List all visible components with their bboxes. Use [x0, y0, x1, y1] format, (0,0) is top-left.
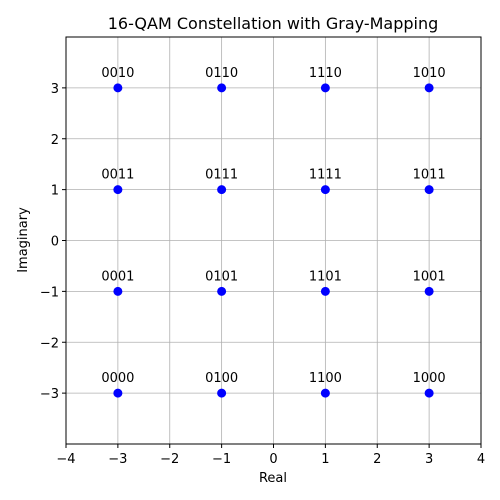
y-tick-label: 1 — [51, 184, 59, 199]
point-bit-label: 0000 — [101, 371, 134, 386]
x-tick-label: 0 — [269, 452, 277, 467]
x-tick-label: 3 — [425, 452, 433, 467]
constellation-point — [113, 185, 123, 195]
point-bit-label: 1100 — [309, 371, 342, 386]
constellation-point — [424, 83, 434, 93]
data-points: 0010 0110 1110 1010 0011 0111 1111 1011 0001 0101… — [101, 66, 446, 398]
constellation-point — [113, 388, 123, 398]
point-bit-label: 0111 — [205, 168, 238, 183]
point-bit-label: 0110 — [205, 66, 238, 81]
point-bit-label: 1111 — [309, 168, 342, 183]
chart-title: 16-QAM Constellation with Gray-Mapping — [108, 14, 439, 33]
constellation-point — [113, 83, 123, 93]
point-bit-label: 0011 — [101, 168, 134, 183]
point-bit-label: 1000 — [413, 371, 446, 386]
constellation-point — [217, 388, 227, 398]
constellation-point — [320, 185, 330, 195]
y-tick-label: 0 — [51, 235, 59, 250]
x-axis-label: Real — [259, 471, 287, 486]
point-bit-label: 0001 — [101, 269, 134, 284]
axis-ticks: −4 −3 −2 −1 0 1 2 3 4 −3 −2 −1 0 1 2 3 — [40, 82, 485, 467]
y-tick-label: 3 — [51, 82, 59, 97]
constellation-point — [320, 83, 330, 93]
x-tick-label: −1 — [212, 452, 231, 467]
point-bit-label: 0100 — [205, 371, 238, 386]
y-tick-label: −2 — [40, 336, 59, 351]
y-tick-label: 2 — [51, 133, 59, 148]
x-tick-label: −4 — [56, 452, 75, 467]
y-tick-label: −1 — [40, 285, 59, 300]
constellation-point — [424, 388, 434, 398]
point-bit-label: 1101 — [309, 269, 342, 284]
point-bit-label: 0101 — [205, 269, 238, 284]
constellation-point — [320, 388, 330, 398]
constellation-point — [217, 185, 227, 195]
constellation-point — [424, 286, 434, 296]
point-bit-label: 1001 — [413, 269, 446, 284]
x-tick-label: 1 — [321, 452, 329, 467]
y-tick-label: −3 — [40, 387, 59, 402]
point-bit-label: 1110 — [309, 66, 342, 81]
point-bit-label: 0010 — [101, 66, 134, 81]
point-bit-label: 1010 — [413, 66, 446, 81]
point-bit-label: 1011 — [413, 168, 446, 183]
x-tick-label: −3 — [108, 452, 127, 467]
x-tick-label: 4 — [477, 452, 485, 467]
constellation-point — [320, 286, 330, 296]
y-axis-label: Imaginary — [16, 207, 31, 273]
plot-frame — [65, 36, 482, 445]
constellation-point — [113, 286, 123, 296]
constellation-point — [217, 286, 227, 296]
constellation-point — [217, 83, 227, 93]
constellation-point — [424, 185, 434, 195]
x-tick-label: −2 — [160, 452, 179, 467]
x-tick-label: 2 — [373, 452, 381, 467]
